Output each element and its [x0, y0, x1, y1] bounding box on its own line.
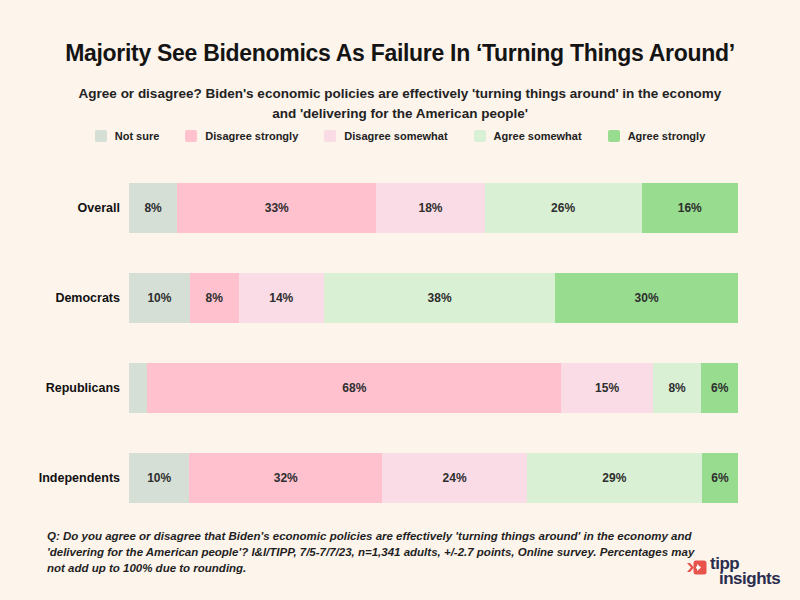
bar-segment: 18% [376, 183, 485, 233]
legend: Not sure Disagree strongly Disagree somewh… [0, 130, 800, 142]
segment-value-label: 68% [342, 381, 366, 395]
segment-value-label: 24% [443, 471, 467, 485]
legend-item: Agree somewhat [474, 130, 582, 142]
stacked-bar: 68% 15% 8% 6% [129, 363, 738, 413]
stacked-bar: 10% 32% 24% 29% 6% [129, 453, 738, 503]
legend-label: Agree somewhat [494, 130, 582, 142]
segment-value-label: 6% [711, 381, 728, 395]
source-footnote: Q: Do you agree or disagree that Biden's… [47, 528, 695, 576]
segment-value-label: 29% [602, 471, 626, 485]
bar-segment: 8% [653, 363, 702, 413]
tipp-insights-logo-icon [687, 559, 707, 576]
segment-value-label: 8% [668, 381, 685, 395]
legend-swatch [474, 130, 486, 142]
bar-segment: 6% [701, 363, 738, 413]
category-label: Overall [0, 201, 129, 215]
legend-swatch [324, 130, 336, 142]
page-title: Majority See Bidenomics As Failure In ‘T… [0, 40, 800, 67]
bar-row: Independents 10% 32% 24% 29% 6% [0, 453, 800, 503]
bar-segment: 32% [189, 453, 382, 503]
legend-item: Not sure [95, 130, 160, 142]
bar-segment: 26% [485, 183, 642, 233]
category-label: Republicans [0, 381, 129, 395]
category-label: Democrats [0, 291, 129, 305]
bar-segment: 10% [129, 453, 189, 503]
bar-segment: 6% [702, 453, 738, 503]
segment-value-label: 15% [595, 381, 619, 395]
bar-segment: 8% [129, 183, 177, 233]
legend-swatch [185, 130, 197, 142]
bar-segment: 10% [129, 273, 190, 323]
legend-label: Disagree somewhat [344, 130, 447, 142]
legend-swatch [608, 130, 620, 142]
segment-value-label: 10% [147, 471, 171, 485]
legend-item: Disagree strongly [185, 130, 298, 142]
stacked-bar: 8% 33% 18% 26% 16% [129, 183, 738, 233]
segment-value-label: 26% [551, 201, 575, 215]
segment-value-label: 10% [147, 291, 171, 305]
brand-logo: tipp insights [687, 557, 780, 587]
segment-value-label: 8% [206, 291, 223, 305]
segment-value-label: 32% [274, 471, 298, 485]
bar-segment: 38% [324, 273, 555, 323]
bar-segment: 8% [190, 273, 239, 323]
bar-row: Overall 8% 33% 18% 26% 16% [0, 183, 800, 233]
legend-label: Agree strongly [628, 130, 706, 142]
segment-value-label: 38% [428, 291, 452, 305]
segment-value-label: 6% [711, 471, 728, 485]
bar-segment: 24% [382, 453, 527, 503]
bar-segment: 29% [527, 453, 702, 503]
chart-subtitle: Agree or disagree? Biden's economic poli… [70, 84, 730, 125]
bar-segment: 33% [177, 183, 376, 233]
category-label: Independents [0, 471, 129, 485]
bar-row: Democrats 10% 8% 14% 38% 30% [0, 273, 800, 323]
chart: Overall 8% 33% 18% 26% 16% Democrats 10% 8% 14% 38… [0, 183, 800, 543]
brand-logo-text: tipp insights [710, 557, 780, 587]
bar-segment [129, 363, 147, 413]
bar-segment: 16% [642, 183, 738, 233]
bar-segment: 14% [239, 273, 324, 323]
brand-logo-line2: insights [719, 572, 780, 586]
bar-row: Republicans 68% 15% 8% 6% [0, 363, 800, 413]
segment-value-label: 16% [678, 201, 702, 215]
segment-value-label: 8% [144, 201, 161, 215]
bar-segment: 30% [555, 273, 738, 323]
legend-label: Disagree strongly [205, 130, 298, 142]
legend-item: Agree strongly [608, 130, 706, 142]
stacked-bar: 10% 8% 14% 38% 30% [129, 273, 738, 323]
legend-swatch [95, 130, 107, 142]
bar-segment: 68% [147, 363, 561, 413]
bar-segment: 15% [561, 363, 652, 413]
segment-value-label: 18% [418, 201, 442, 215]
infographic: Majority See Bidenomics As Failure In ‘T… [0, 0, 800, 600]
segment-value-label: 33% [265, 201, 289, 215]
segment-value-label: 30% [635, 291, 659, 305]
segment-value-label: 14% [269, 291, 293, 305]
legend-label: Not sure [115, 130, 160, 142]
legend-item: Disagree somewhat [324, 130, 447, 142]
